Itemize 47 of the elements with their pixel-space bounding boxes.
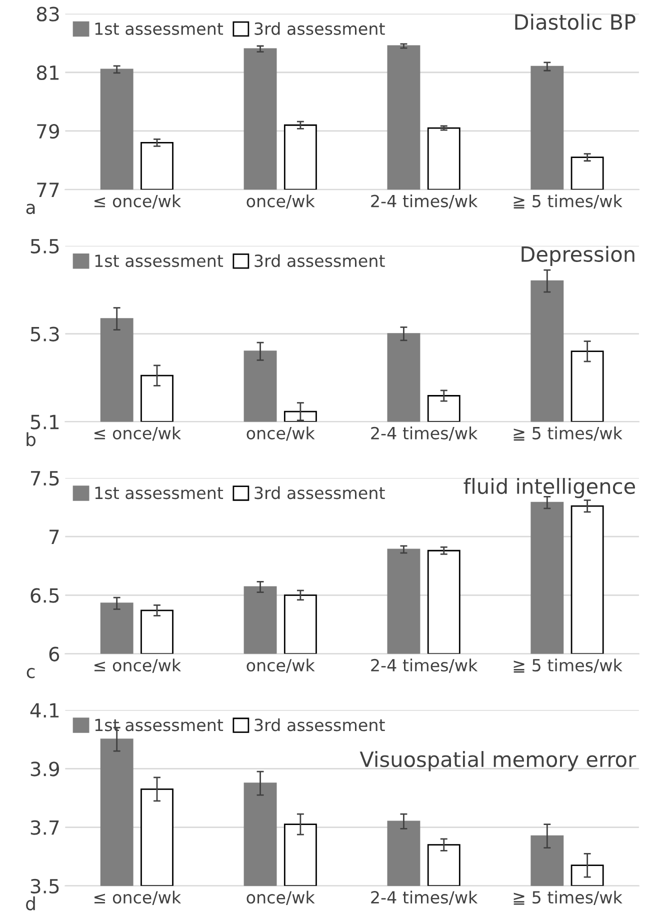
y-tick-label: 83 bbox=[36, 6, 59, 22]
x-tick-label: ≧ 5 times/wk bbox=[514, 658, 622, 673]
y-tick-label: 5.1 bbox=[30, 414, 59, 430]
x-tick-label: ≧ 5 times/wk bbox=[514, 890, 622, 905]
text: c bbox=[26, 668, 35, 678]
x-tick-label: ≧ 5 times/wk bbox=[514, 426, 622, 441]
y-tick-label: 7 bbox=[50, 530, 59, 544]
x-tick-label: 2-4 times/wk bbox=[371, 658, 478, 673]
x-tick-label: ≧ 5 times/wk bbox=[514, 194, 622, 209]
legend-label: 3rd assessment bbox=[254, 486, 385, 500]
y-tick-label: 7.5 bbox=[31, 471, 59, 486]
x-tick-label: ≤ once/wk bbox=[94, 890, 182, 905]
text: Visuospatial memory error bbox=[360, 751, 636, 772]
text: a bbox=[26, 204, 35, 214]
x-tick-label: once/wk bbox=[246, 890, 315, 905]
x-tick-label: ≤ once/wk bbox=[94, 194, 182, 209]
text: b bbox=[26, 432, 36, 446]
text: d bbox=[26, 896, 35, 910]
x-tick-label: 2-4 times/wk bbox=[371, 426, 478, 441]
x-tick-label: 2-4 times/wk bbox=[371, 890, 478, 905]
y-tick-label: 4.1 bbox=[30, 703, 59, 718]
y-tick-label: 6.5 bbox=[30, 588, 59, 603]
chart-title: fluid intelligence bbox=[464, 478, 635, 498]
chart-title: Diastolic BP bbox=[515, 14, 636, 30]
x-tick-label: once/wk bbox=[246, 426, 315, 441]
y-tick-label: 79 bbox=[37, 124, 59, 139]
x-tick-label: 2-4 times/wk bbox=[371, 194, 478, 209]
y-tick-label: 6 bbox=[49, 646, 60, 662]
legend-label: 3rd assessment bbox=[254, 254, 385, 268]
chart-title: Depression bbox=[522, 246, 634, 266]
legend-label: 3rd assessment bbox=[254, 22, 385, 36]
legend-label: 1st assessment bbox=[95, 22, 224, 36]
legend-label: 3rd assessment bbox=[254, 718, 385, 732]
y-tick-label: 5.5 bbox=[30, 239, 59, 254]
legend-label: 1st assessment bbox=[95, 254, 224, 268]
y-tick-label: 5.3 bbox=[30, 326, 59, 342]
legend-label: 1st assessment bbox=[95, 718, 224, 732]
x-tick-label: ≤ once/wk bbox=[94, 426, 182, 441]
y-tick-label: 77 bbox=[37, 182, 59, 197]
y-tick-label: 81 bbox=[36, 65, 59, 80]
legend-label: 1st assessment bbox=[95, 486, 224, 500]
x-tick-label: once/wk bbox=[246, 658, 315, 673]
x-tick-label: ≤ once/wk bbox=[94, 658, 182, 673]
y-tick-label: 3.5 bbox=[30, 878, 59, 894]
y-tick-label: 3.9 bbox=[30, 762, 59, 776]
x-tick-label: once/wk bbox=[246, 194, 315, 209]
y-tick-label: 3.7 bbox=[30, 820, 59, 835]
